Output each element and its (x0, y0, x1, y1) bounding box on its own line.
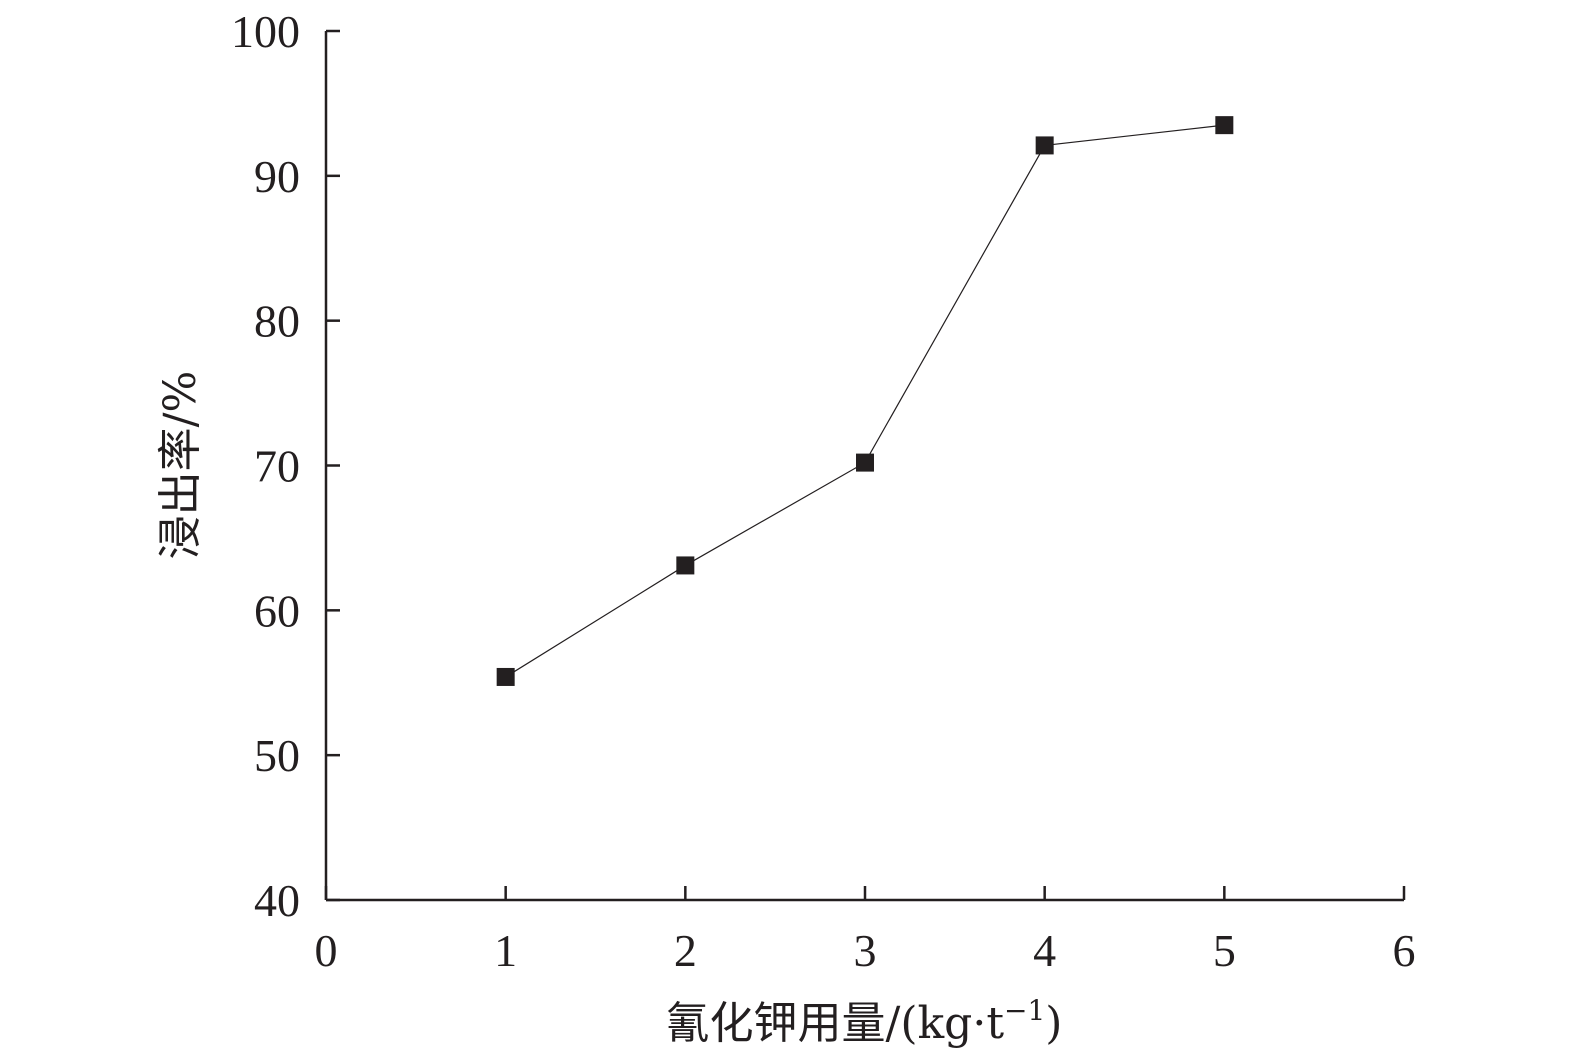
x-tick-label: 5 (1213, 925, 1236, 976)
series-line (505, 124, 1225, 678)
data-point-marker (856, 453, 874, 472)
axes: 40 50 60 70 80 90 100 0 1 2 3 4 5 6 (231, 6, 1416, 976)
data-series (496, 116, 1234, 686)
y-tick-label: 100 (231, 6, 300, 57)
y-tick-label: 70 (254, 441, 300, 492)
x-axis-title-close: ) (1045, 998, 1062, 1049)
x-tick-label: 6 (1393, 925, 1416, 976)
data-point-marker (1215, 116, 1234, 135)
x-tick-label: 4 (1033, 925, 1056, 976)
x-tick-label: 3 (854, 925, 877, 976)
x-tick-label: 2 (674, 925, 697, 976)
y-axis-title: 浸出率/% (155, 371, 206, 560)
x-axis-title-main: 氰化钾用量/(kg·t (666, 998, 1005, 1049)
y-tick-label: 90 (254, 151, 300, 202)
x-tick-label: 1 (494, 925, 517, 976)
data-point-marker (496, 667, 515, 686)
x-tick-label: 0 (315, 925, 338, 976)
data-point-marker (676, 556, 695, 575)
y-tick-label: 40 (254, 875, 300, 926)
x-axis-title-superscript: −1 (1004, 994, 1045, 1027)
y-tick-label: 50 (254, 730, 300, 781)
y-tick-label: 60 (254, 585, 300, 636)
data-point-marker (1035, 136, 1054, 155)
x-axis-title: 氰化钾用量/(kg·t−1) (666, 994, 1063, 1049)
y-tick-label: 80 (254, 296, 300, 347)
